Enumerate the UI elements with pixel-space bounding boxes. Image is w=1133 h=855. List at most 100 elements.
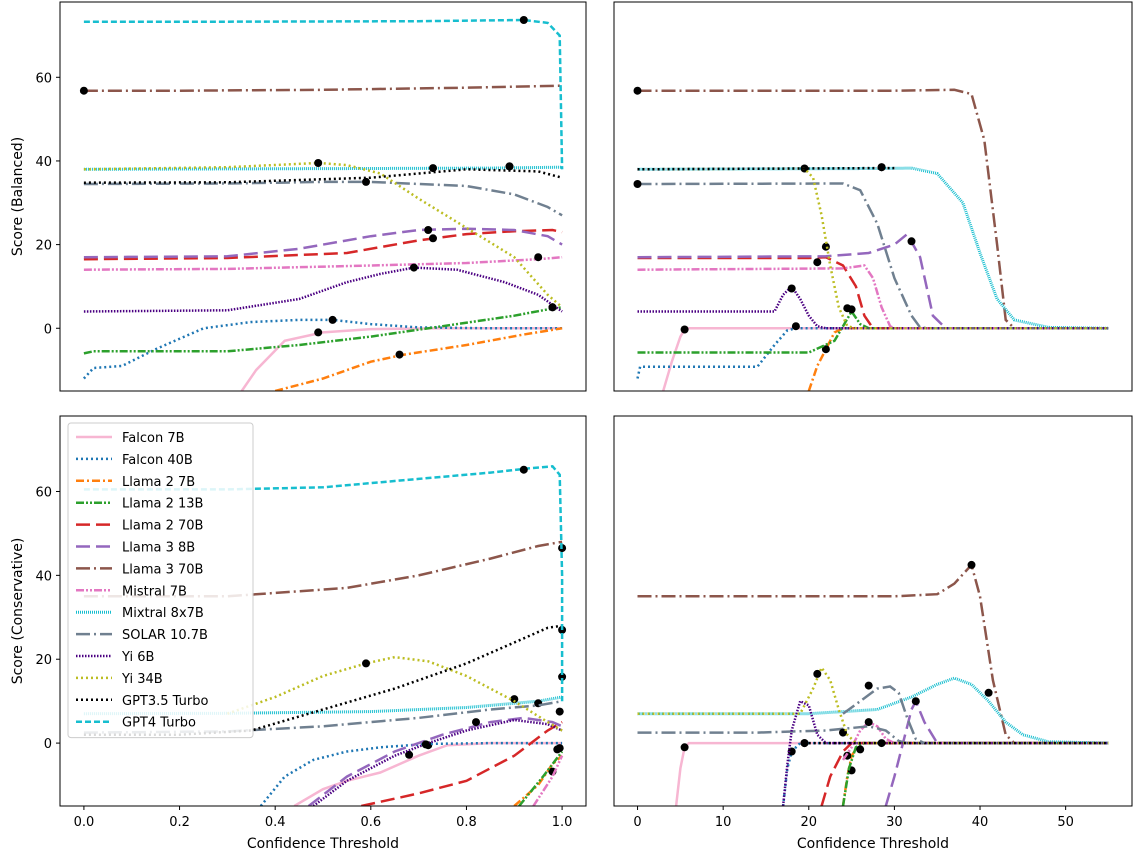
series-line-yi-34b <box>637 664 1109 745</box>
optimum-marker <box>548 303 557 312</box>
optimum-marker <box>429 234 437 243</box>
series-line-gpt3-5-turbo <box>637 166 895 171</box>
series-line-gpt3-5-turbo <box>83 168 563 184</box>
optimum-marker <box>519 16 528 24</box>
optimum-marker <box>555 744 564 753</box>
series-line-yi-34b <box>637 167 1109 330</box>
legend-label: Yi 6B <box>121 650 154 665</box>
optimum-marker <box>424 226 433 234</box>
y-tick-label: 60 <box>35 485 52 500</box>
series-line-yi-6b <box>637 284 1109 330</box>
legend-label: Llama 3 70B <box>122 562 203 577</box>
optimum-marker <box>967 560 976 569</box>
series-line-falcon-7b <box>293 741 563 806</box>
legend-label: Yi 34B <box>121 672 163 687</box>
panel-balanced-right <box>613 1 1133 392</box>
x-tick-label: 20 <box>801 815 818 830</box>
y-axis-label: Score (Balanced) <box>10 137 26 256</box>
series-line-falcon-7b <box>240 327 563 391</box>
series-line-mistral-7b <box>83 255 563 271</box>
y-tick-label: 40 <box>35 155 52 170</box>
optimum-marker <box>864 718 873 727</box>
legend-label: Llama 3 8B <box>122 541 195 556</box>
series-line-mixtral-8x7b <box>83 695 563 716</box>
series-lines <box>633 86 1109 391</box>
optimum-marker <box>510 695 519 704</box>
optimum-marker <box>534 253 543 262</box>
series-line-llama-2-70b <box>820 741 1109 806</box>
optimum-marker <box>787 747 796 756</box>
optimum-marker <box>555 707 564 716</box>
optimum-marker <box>472 718 480 727</box>
series-line-llama-3-70b <box>637 88 1109 330</box>
series-line-yi-6b <box>312 718 563 806</box>
x-tick-label: 40 <box>972 815 989 830</box>
x-tick-label: 0.2 <box>169 815 190 830</box>
optimum-marker <box>314 159 323 167</box>
x-tick-label: 1.0 <box>552 815 573 830</box>
optimum-marker <box>813 258 822 267</box>
series-line-llama-3-8b <box>884 698 1109 806</box>
optimum-marker <box>877 739 886 748</box>
legend-label: Llama 2 13B <box>122 497 203 512</box>
optimum-marker <box>821 242 830 251</box>
x-tick-label: 50 <box>1057 815 1074 830</box>
optimum-marker <box>911 697 920 706</box>
optimum-marker <box>395 350 404 359</box>
series-line-yi-6b <box>781 699 1109 806</box>
panel-balanced-left: 0 20 40 60 Score (Balanced) <box>10 1 587 392</box>
x-tick-label: 0.8 <box>456 815 477 830</box>
optimum-marker <box>864 681 873 690</box>
series-line-llama-3-8b <box>637 232 1109 330</box>
series-line-llama-3-70b <box>83 540 563 598</box>
legend-label: Llama 2 70B <box>122 519 203 534</box>
y-tick-label: 20 <box>35 653 52 668</box>
series-line-llama-2-70b <box>83 228 563 261</box>
series-line-llama-3-8b <box>83 227 563 259</box>
x-tick-label: 0.0 <box>74 815 95 830</box>
legend-label: Llama 2 7B <box>122 475 195 490</box>
series-line-gpt4-turbo <box>83 464 564 702</box>
optimum-marker <box>984 688 993 697</box>
series-lines <box>83 464 567 806</box>
series-line-mixtral-8x7b <box>83 165 563 171</box>
series-lines <box>637 560 1109 806</box>
optimum-marker <box>800 739 809 748</box>
series-line-falcon-40b <box>82 318 563 380</box>
series-line-llama-2-13b <box>518 750 564 806</box>
x-tick-label: 0 <box>633 815 641 830</box>
x-tick-label: 0.4 <box>265 815 286 830</box>
series-line-yi-6b <box>83 266 563 313</box>
optimum-marker <box>821 345 830 354</box>
series-line-llama-2-70b <box>361 721 563 806</box>
y-tick-label: 60 <box>35 71 52 86</box>
series-line-yi-34b <box>83 161 563 309</box>
y-tick-label: 40 <box>35 569 52 584</box>
axes-frame <box>59 1 587 392</box>
series-line-solar-10-7b <box>637 182 1109 330</box>
series-line-gpt3-5-turbo <box>83 624 563 736</box>
optimum-marker <box>813 669 822 678</box>
legend-label: Mixtral 8x7B <box>122 606 204 621</box>
axes-frame <box>613 1 1133 392</box>
series-line-llama-2-70b <box>637 255 1109 330</box>
y-axis-label: Score (Conservative) <box>10 538 26 685</box>
optimum-marker <box>791 322 800 331</box>
x-tick-label: 0.6 <box>360 815 381 830</box>
y-tick-label: 20 <box>35 239 52 254</box>
series-line-yi-34b <box>226 655 563 732</box>
series-line-llama-2-7b <box>807 327 1109 391</box>
optimum-marker <box>800 164 809 173</box>
optimum-marker <box>680 325 689 334</box>
panel-conservative-left: 0 20 40 60 0.0 0.2 0.4 0.6 0.8 1.0 Score (Conserva… <box>10 415 587 852</box>
series-line-falcon-7b <box>674 741 1109 806</box>
series-line-solar-10-7b <box>83 180 563 217</box>
optimum-marker <box>843 304 852 313</box>
series-line-mixtral-8x7b <box>637 166 1109 330</box>
series-line-llama-2-7b <box>841 741 1109 806</box>
x-axis-label: Confidence Threshold <box>247 836 399 852</box>
series-lines <box>79 16 564 391</box>
optimum-marker <box>362 659 370 668</box>
optimum-marker <box>362 177 370 186</box>
series-line-llama-3-70b <box>83 84 563 92</box>
